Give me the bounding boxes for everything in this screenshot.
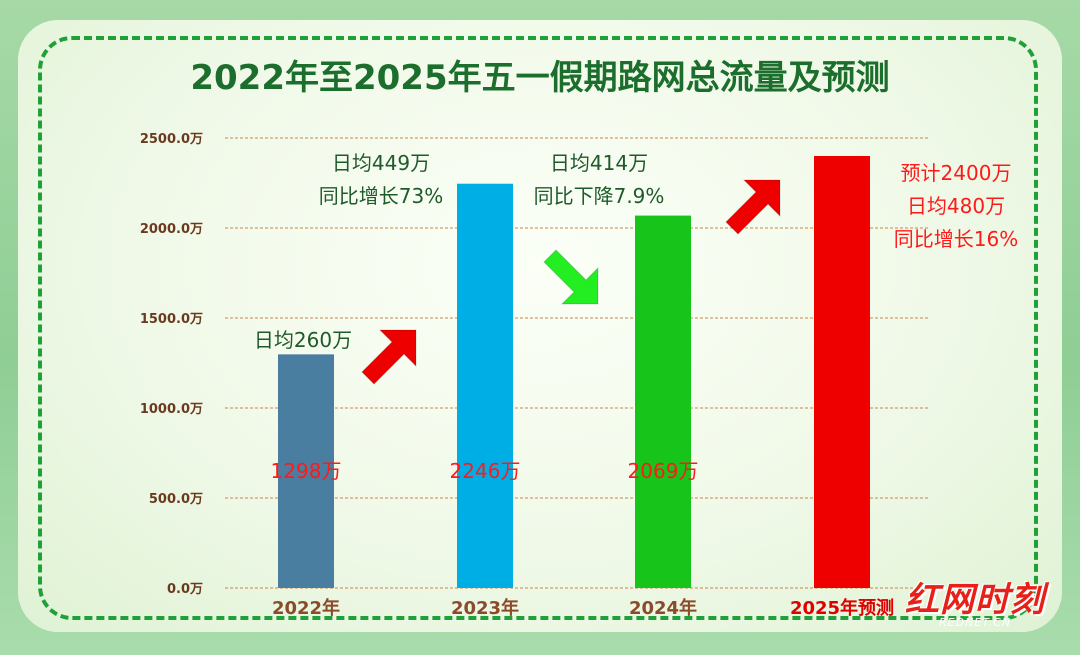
trend-arrows: [361, 179, 781, 385]
annotation-text: 同比下降7.9%: [534, 184, 665, 208]
arrow-shape: [725, 179, 781, 235]
value-label: 1298万: [271, 459, 342, 483]
annotation-text: 日均260万: [254, 328, 352, 352]
value-labels: 1298万 2246万 2069万: [271, 459, 699, 483]
bars: [278, 156, 870, 588]
x-tick-label: 2022年: [272, 597, 340, 619]
y-tick-label: 1500.0万: [140, 312, 203, 327]
bar: [278, 354, 334, 588]
y-tick-label: 2000.0万: [140, 222, 203, 237]
y-tick-label: 500.0万: [149, 492, 203, 507]
chart-card: [18, 20, 1062, 632]
arrow-up-icon: [361, 329, 417, 385]
grid-lines: [225, 137, 930, 589]
y-tick-label: 1000.0万: [140, 402, 203, 417]
logo-text: 红网时刻: [905, 580, 1045, 620]
arrow-down-icon: [543, 249, 599, 305]
x-tick-label: 2025年预测: [790, 597, 894, 619]
arrow-shape: [543, 249, 599, 305]
logo-subtext: REDNET.CN: [939, 616, 1012, 629]
value-label: 2069万: [628, 459, 699, 483]
y-axis: 0.0万 500.0万 1000.0万 1500.0万 2000.0万 2500.0万: [140, 132, 203, 597]
arrow-up-icon: [725, 179, 781, 235]
annotation-text: 同比增长73%: [319, 184, 443, 208]
annotation-text: 预计2400万: [901, 161, 1012, 185]
bar: [635, 215, 691, 588]
rednet-logo: 红网时刻 REDNET.CN: [905, 572, 1065, 638]
x-tick-label: 2023年: [451, 597, 519, 619]
arrow-shape: [361, 329, 417, 385]
annotation-text: 日均480万: [907, 194, 1005, 218]
dashed-border: [38, 36, 1038, 620]
y-tick-label: 2500.0万: [140, 132, 203, 147]
annotation-text: 日均449万: [332, 151, 430, 175]
page-title: 2022年至2025年五一假期路网总流量及预测: [190, 58, 890, 98]
annotation-text: 同比增长16%: [894, 227, 1018, 251]
x-tick-label: 2024年: [629, 597, 697, 619]
bar: [814, 156, 870, 588]
y-tick-label: 0.0万: [167, 582, 203, 597]
value-label: 2246万: [450, 459, 521, 483]
annotation-text: 日均414万: [550, 151, 648, 175]
x-axis: 2022年 2023年 2024年 2025年预测: [272, 597, 894, 619]
bar: [457, 183, 513, 588]
